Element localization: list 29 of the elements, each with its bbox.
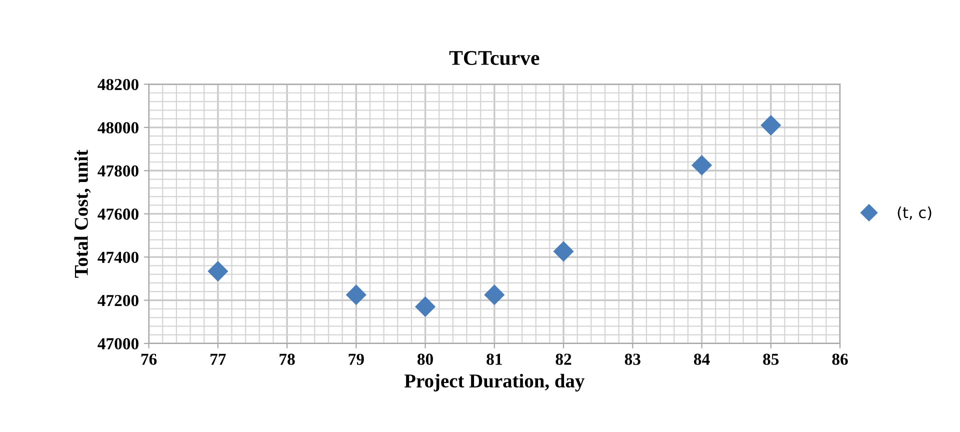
x-tick-label: 85 <box>763 354 779 365</box>
y-tick-label: 47000 <box>98 338 138 350</box>
x-tick-label: 81 <box>486 354 502 365</box>
x-axis-title: Project Duration, day <box>404 374 584 392</box>
point <box>346 284 366 306</box>
x-tick-label: 84 <box>694 354 710 365</box>
point <box>414 296 436 318</box>
y-tick-label: 47400 <box>98 252 138 263</box>
point <box>484 284 505 306</box>
x-tick-label: 86 <box>832 354 848 365</box>
x-tick-label: 78 <box>280 354 295 365</box>
x-tick-label: 82 <box>556 354 572 365</box>
y-tick-label: 48000 <box>98 122 138 134</box>
y-tick-label: 47600 <box>98 208 138 220</box>
point <box>760 114 782 136</box>
chart-title: TCTcurve <box>449 51 540 66</box>
y-axis-title: Total Cost, unit <box>74 150 91 278</box>
x-tick-label: 76 <box>141 354 157 365</box>
y-tick-label: 47200 <box>98 294 138 306</box>
x-tick-label: 80 <box>418 354 433 365</box>
point <box>208 260 228 282</box>
x-tick-label: 79 <box>348 354 364 365</box>
point <box>691 154 712 176</box>
y-tick-label: 47800 <box>98 165 138 177</box>
y-tick-label: 48200 <box>98 78 138 90</box>
legend-label: (t, c) <box>898 206 932 220</box>
x-tick-label: 83 <box>624 354 640 365</box>
point <box>553 241 574 262</box>
x-tick-label: 77 <box>210 354 226 365</box>
